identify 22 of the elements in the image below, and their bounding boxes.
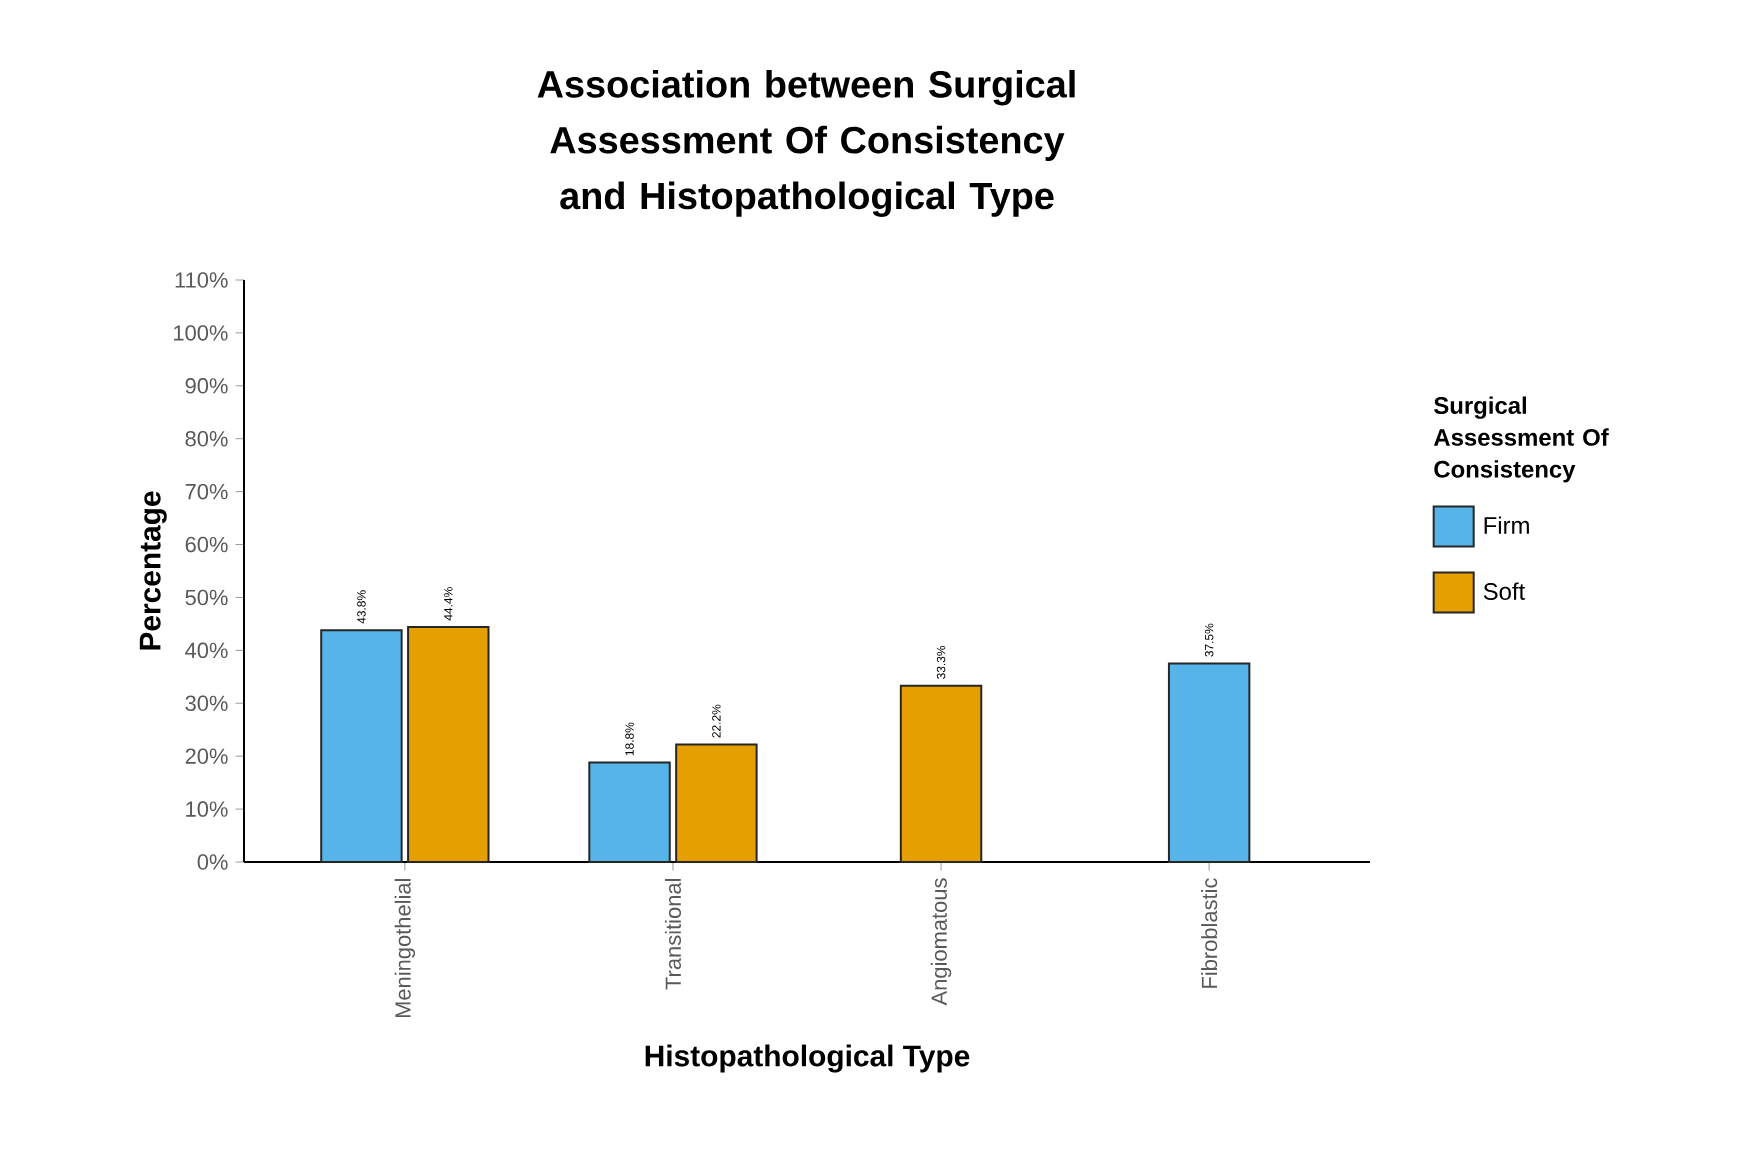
y-tick-label: 110% [175,272,228,288]
y-tick-label: 40% [185,642,228,659]
y-tick-label: 90% [185,378,228,394]
legend-title: Surgical Assessment Of Consistency [1433,396,1609,483]
x-tick-label: Meningothelial [394,879,416,1018]
legend-label: Soft [1483,582,1526,600]
y-tick-label: 20% [185,748,228,764]
y-axis-title: Percentage [139,491,167,650]
x-tick-label: Transitional [664,879,682,990]
x-tick-label: Fibroblastic [1201,878,1218,988]
y-tick-label: 70% [185,483,228,500]
x-axis-title: Histopathological Type [645,1044,970,1073]
y-tick-label: 10% [186,801,228,817]
legend-label: Firm [1484,516,1529,534]
y-tick-label: 80% [185,430,228,447]
y-tick-label: 30% [185,695,228,712]
y-tick-label: 100% [174,325,228,341]
y-tick-label: 60% [185,536,228,553]
y-tick-label: 50% [185,589,228,606]
x-tick-label: Angiomatous [930,878,952,1006]
chart-title: Association between Surgical Assessment Of Consistency and Histopathological Type [537,69,1075,218]
y-tick-label: 0% [197,854,228,870]
